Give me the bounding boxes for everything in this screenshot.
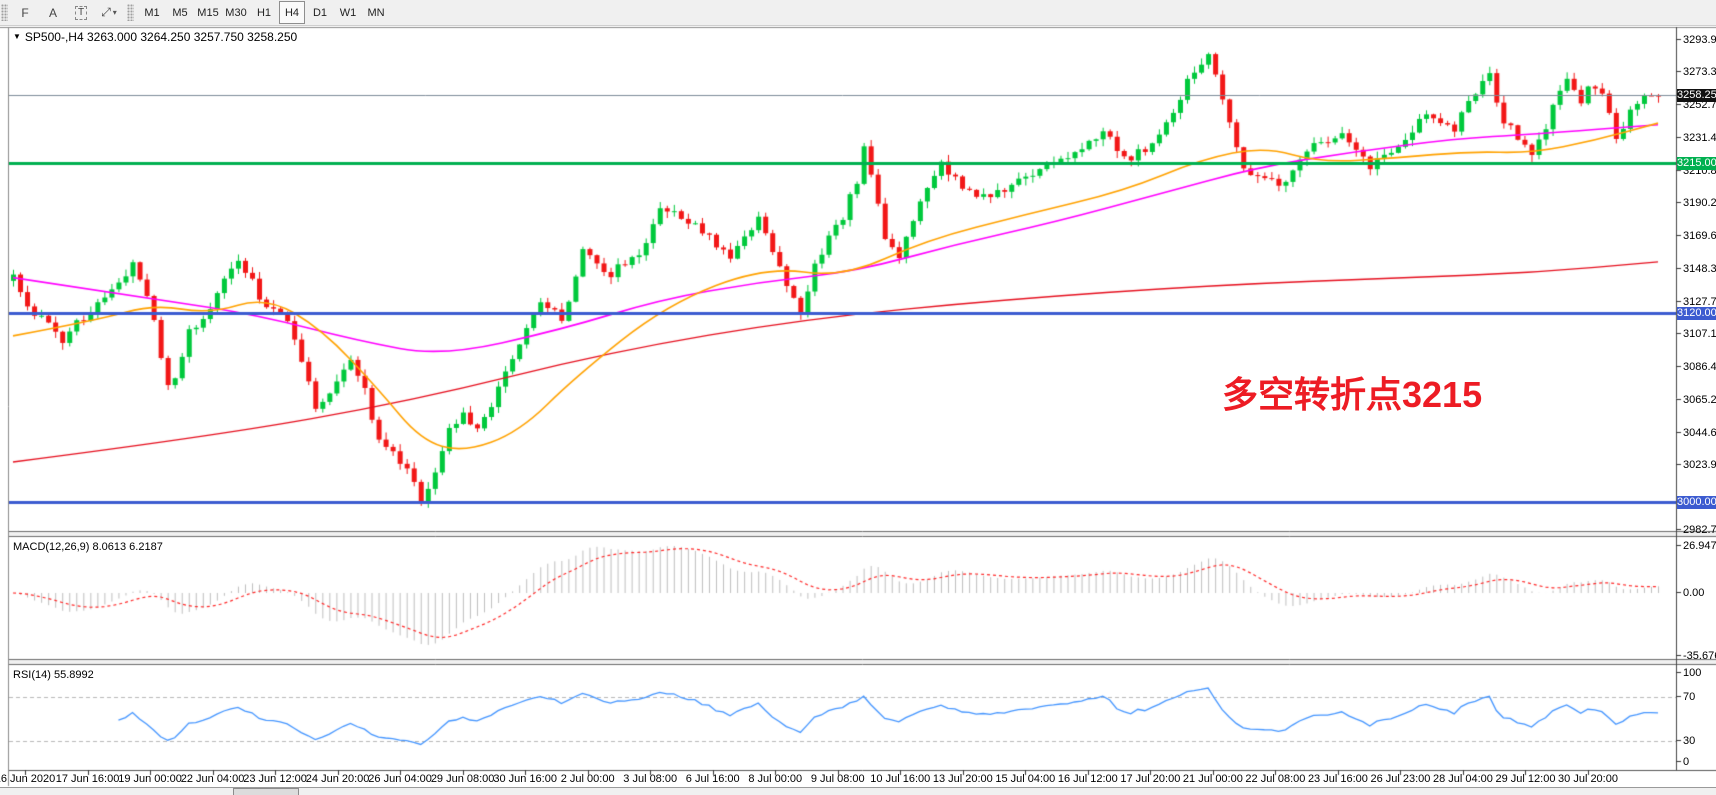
rsi-tick-label: 30 xyxy=(1683,735,1696,747)
toolbar: F A T ⤢ ▾ M1 M5 M15 M30 H1 H4 D1 W1 MN xyxy=(0,0,1716,26)
toolbar-separator-grip xyxy=(127,4,134,21)
date-tick-label: 29 Jun 08:00 xyxy=(430,773,495,785)
date-tick-label: 19 Jun 00:00 xyxy=(118,773,182,785)
price-tick-label: 3169.60 xyxy=(1683,229,1716,242)
text-box-tool-icon: T xyxy=(74,5,88,20)
price-tick-label: 3148.35 xyxy=(1683,263,1716,276)
price-tick-label: 2982.72 xyxy=(1683,524,1716,537)
timeframe-button-M1[interactable]: M1 xyxy=(144,6,160,19)
date-tick-label: 8 Jul 00:00 xyxy=(748,773,803,785)
h-scrollbar[interactable] xyxy=(0,787,1716,795)
fibonacci-tool-icon: F xyxy=(21,5,29,20)
price-tick-label: 3044.60 xyxy=(1683,426,1716,439)
rsi-tick-label: 100 xyxy=(1683,667,1702,679)
price-tick-label: 3231.47 xyxy=(1683,132,1716,145)
macd-tick-label: 26.9479 xyxy=(1683,540,1716,552)
timeframe-button-D1[interactable]: D1 xyxy=(312,6,328,19)
arrows-tool-button[interactable]: ⤢ ▾ xyxy=(96,1,122,24)
toolbar-grip[interactable] xyxy=(1,4,8,21)
date-tick-label: 22 Jul 08:00 xyxy=(1245,773,1306,785)
timeframe-button-M30[interactable]: M30 xyxy=(225,6,247,19)
date-tick-label: 29 Jul 12:00 xyxy=(1495,773,1556,785)
timeframe-group: M1 M5 M15 M30 H1 H4 D1 W1 MN xyxy=(138,1,390,24)
price-tick-label: 3065.22 xyxy=(1683,394,1716,407)
macd-tick-label: 0.00 xyxy=(1683,587,1705,599)
rsi-label: RSI(14) 55.8992 xyxy=(13,669,94,681)
text-box-tool-button[interactable]: T xyxy=(68,1,94,24)
date-tick-label: 28 Jul 04:00 xyxy=(1432,773,1493,785)
chart-title: ▼ SP500-,H4 3263.000 3264.250 3257.750 32… xyxy=(13,30,297,44)
rsi-tick-label: 0 xyxy=(1683,756,1690,768)
text-label-tool-icon: A xyxy=(48,5,57,20)
date-tick-label: 10 Jul 16:00 xyxy=(870,773,931,785)
price-tick-label: 3293.97 xyxy=(1683,33,1716,46)
date-tick-label: 17 Jun 16:00 xyxy=(55,773,120,785)
price-tick-label: 3273.35 xyxy=(1683,66,1716,79)
macd-values: 8.0613 6.2187 xyxy=(92,541,163,553)
date-tick-label: 3 Jul 08:00 xyxy=(623,773,678,785)
h-scrollbar-thumb[interactable] xyxy=(233,788,299,795)
date-tick-label: 13 Jul 20:00 xyxy=(932,773,993,785)
date-tick-label: 24 Jun 20:00 xyxy=(305,773,370,785)
price-tick-label: 3086.47 xyxy=(1683,360,1716,373)
price-badge: 3000.00 xyxy=(1677,495,1716,509)
price-tick-label: 3190.22 xyxy=(1683,197,1716,210)
price-tick-label: 3023.97 xyxy=(1683,459,1716,472)
rsi-tick-label: 70 xyxy=(1683,691,1696,703)
drawing-tools-group: F A T ⤢ ▾ xyxy=(11,1,123,24)
date-tick-label: 9 Jul 08:00 xyxy=(810,773,865,785)
date-tick-label: 15 Jul 04:00 xyxy=(995,773,1056,785)
timeframe-button-M15[interactable]: M15 xyxy=(197,6,219,19)
chart-annotation-text: 多空转折点3215 xyxy=(1222,374,1483,415)
timeframe-button-MN[interactable]: MN xyxy=(367,6,385,19)
date-tick-label: 26 Jun 04:00 xyxy=(368,773,432,785)
date-tick-label: 16 Jul 12:00 xyxy=(1057,773,1118,785)
timeframe-button-M5[interactable]: M5 xyxy=(172,6,188,19)
date-tick-label: 21 Jul 00:00 xyxy=(1182,773,1243,785)
rsi-value: 55.8992 xyxy=(53,669,94,681)
date-tick-label: 22 Jun 04:00 xyxy=(180,773,245,785)
date-tick-label: 17 Jul 20:00 xyxy=(1120,773,1181,785)
date-tick-label: 2 Jul 00:00 xyxy=(560,773,615,785)
date-tick-label: 30 Jul 20:00 xyxy=(1558,773,1618,785)
arrows-tool-icon: ⤢ xyxy=(101,5,111,19)
date-tick-label: 23 Jun 12:00 xyxy=(243,773,307,785)
date-tick-label: 26 Jul 23:00 xyxy=(1370,773,1431,785)
chart-collapse-icon[interactable]: ▼ xyxy=(13,32,21,41)
price-badge: 3215.00 xyxy=(1677,157,1716,171)
date-tick-label: 6 Jul 16:00 xyxy=(685,773,740,785)
date-tick-label: 23 Jul 16:00 xyxy=(1307,773,1368,785)
timeframe-button-W1[interactable]: W1 xyxy=(339,6,357,19)
date-tick-label: 16 Jun 2020 xyxy=(0,773,56,785)
price-tick-label: 3127.72 xyxy=(1683,295,1716,308)
price-badge: 3120.00 xyxy=(1677,306,1716,320)
symbol-period-label: SP500-,H4 xyxy=(24,30,84,44)
date-tick-label: 30 Jun 16:00 xyxy=(493,773,557,785)
text-label-tool-button[interactable]: A xyxy=(40,1,66,24)
ohlc-values: 3263.000 3264.250 3257.750 3258.250 xyxy=(86,30,298,44)
chevron-down-icon: ▾ xyxy=(112,8,117,17)
fibonacci-tool-button[interactable]: F xyxy=(12,1,38,24)
price-tick-label: 3107.10 xyxy=(1683,328,1716,341)
price-badge: 3258.25 xyxy=(1677,88,1716,102)
macd-label: MACD(12,26,9) 8.0613 6.2187 xyxy=(13,541,163,553)
timeframe-button-H4[interactable]: H4 xyxy=(279,1,305,24)
macd-tick-label: -35.6767 xyxy=(1683,650,1716,662)
timeframe-button-H1[interactable]: H1 xyxy=(256,6,272,19)
